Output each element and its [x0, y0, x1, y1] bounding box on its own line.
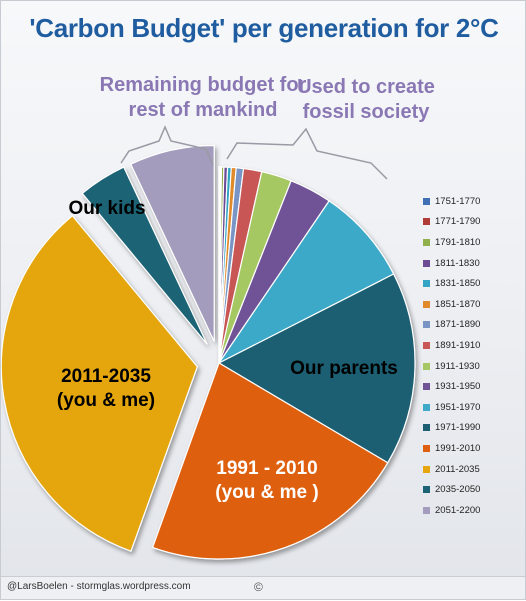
slice-label-our-kids: Our kids — [68, 198, 146, 219]
legend-label: 1771-1790 — [435, 216, 481, 228]
chart-legend: 1751-1770 1771-1790 1791-1810 1811-1830 1831… — [423, 191, 523, 521]
legend-item-1831-1850: 1831-1850 — [423, 273, 523, 294]
copyright-icon: © — [254, 580, 263, 594]
legend-label: 1791-1810 — [435, 236, 481, 248]
legend-swatch — [423, 259, 430, 267]
legend-item-1851-1870: 1851-1870 — [423, 294, 523, 315]
legend-item-1751-1770: 1751-1770 — [423, 191, 523, 212]
legend-label: 1991-2010 — [435, 442, 481, 454]
pie-slice-1991-2010 — [151, 362, 389, 560]
annotation-remaining-budget: Remaining budget for rest of mankind — [99, 74, 307, 121]
legend-swatch — [423, 362, 430, 370]
legend-item-1811-1830: 1811-1830 — [423, 253, 523, 274]
slice-label-1991-2010: 1991 - 2010 (you & me ) — [187, 457, 347, 505]
annotation-used-fossil-society: Used to create fossil society — [297, 76, 435, 123]
legend-item-1951-1970: 1951-1970 — [423, 397, 523, 418]
legend-item-1991-2010: 1991-2010 — [423, 438, 523, 459]
legend-label: 1871-1890 — [435, 319, 481, 331]
credit-text: @LarsBoelen - stormglas.wordpress.com — [7, 581, 191, 592]
pie-slice-2011-2035 — [1, 214, 199, 552]
legend-swatch — [423, 444, 430, 452]
slice-label-1991-2010-line2: (you & me ) — [215, 482, 319, 503]
pie-slice-1951-1970 — [218, 200, 395, 364]
legend-label: 1891-1910 — [435, 339, 481, 351]
legend-swatch — [423, 424, 430, 432]
legend-swatch — [423, 218, 430, 226]
legend-swatch — [423, 280, 430, 288]
legend-swatch — [423, 383, 430, 391]
pie-slice-2035-2050 — [81, 166, 208, 345]
legend-item-1771-1790: 1771-1790 — [423, 212, 523, 233]
legend-item-1971-1990: 1971-1990 — [423, 418, 523, 439]
legend-swatch — [423, 341, 430, 349]
chart-title: 'Carbon Budget' per generation for 2°C — [29, 13, 499, 43]
footer-bar: @LarsBoelen - stormglas.wordpress.com © — [1, 576, 525, 599]
legend-swatch — [423, 403, 430, 411]
brace-fossil-society — [226, 127, 388, 180]
pie-slice-1971-1990 — [217, 273, 416, 464]
legend-label: 1971-1990 — [435, 422, 481, 434]
legend-label: 1931-1950 — [435, 381, 481, 393]
legend-item-1931-1950: 1931-1950 — [423, 376, 523, 397]
legend-item-1871-1890: 1871-1890 — [423, 315, 523, 336]
legend-label: 1751-1770 — [435, 195, 481, 207]
legend-swatch — [423, 300, 430, 308]
legend-swatch — [423, 486, 430, 494]
legend-label: 1831-1850 — [435, 278, 481, 290]
legend-swatch — [423, 465, 430, 473]
slice-label-2011-2035-line2: (you & me) — [56, 390, 156, 411]
legend-label: 2051-2200 — [435, 504, 481, 516]
legend-label: 1851-1870 — [435, 298, 481, 310]
legend-swatch — [423, 238, 430, 246]
slice-label-our-parents: Our parents — [290, 358, 398, 379]
legend-item-2011-2035: 2011-2035 — [423, 459, 523, 480]
pie-slice-2051-2200 — [129, 144, 215, 342]
legend-label: 2011-2035 — [435, 463, 480, 475]
legend-swatch — [423, 321, 430, 329]
legend-item-1791-1810: 1791-1810 — [423, 232, 523, 253]
legend-swatch — [423, 197, 430, 205]
slice-label-2011-2035: 2011-2035 (you & me) — [31, 365, 181, 413]
legend-label: 1811-1830 — [435, 257, 480, 269]
legend-item-2035-2050: 2035-2050 — [423, 479, 523, 500]
slice-label-1991-2010-line1: 1991 - 2010 — [216, 458, 318, 479]
slice-label-2011-2035-line1: 2011-2035 — [61, 366, 151, 387]
brace-remaining-budget — [120, 125, 214, 166]
legend-item-1891-1910: 1891-1910 — [423, 335, 523, 356]
legend-label: 1911-1930 — [435, 360, 480, 372]
legend-label: 1951-1970 — [435, 401, 481, 413]
legend-item-1911-1930: 1911-1930 — [423, 356, 523, 377]
legend-item-2051-2200: 2051-2200 — [423, 500, 523, 521]
legend-swatch — [423, 506, 430, 514]
legend-label: 2035-2050 — [435, 484, 481, 496]
